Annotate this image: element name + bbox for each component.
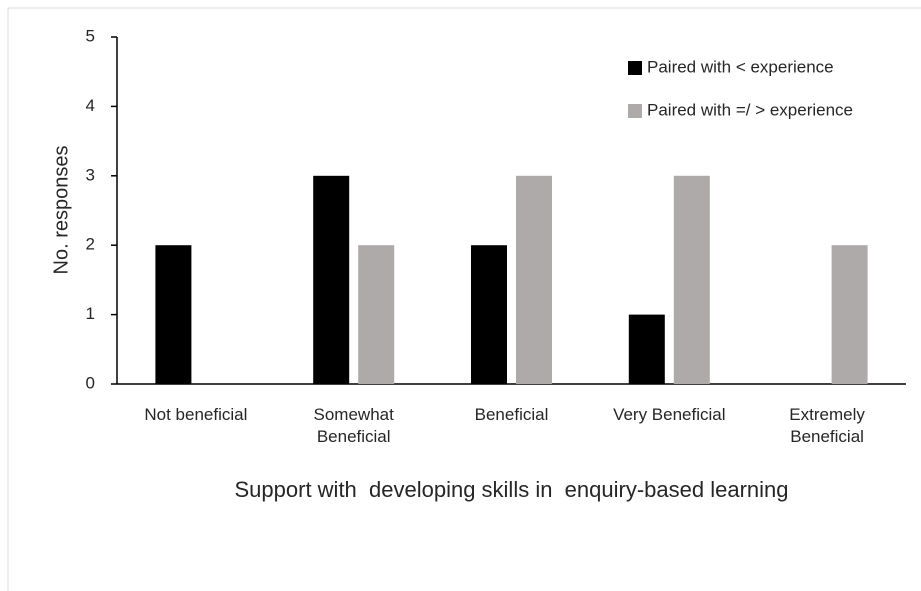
bar: [358, 245, 395, 384]
x-tick-label: Beneficial: [474, 405, 549, 424]
bar: [831, 245, 868, 384]
bar: [471, 245, 507, 384]
y-tick-label: 4: [86, 96, 95, 115]
y-tick-label: 5: [86, 26, 95, 45]
legend-label: Paired with < experience: [647, 57, 834, 76]
x-tick-label: Not beneficial: [144, 405, 248, 424]
bar: [313, 175, 350, 384]
y-tick-label: 0: [86, 373, 95, 392]
legend-swatch: [628, 61, 642, 75]
bar: [673, 175, 710, 384]
y-tick-label: 3: [86, 165, 95, 184]
x-axis-title: Support with developing skills in enquir…: [234, 477, 789, 502]
bar: [628, 314, 665, 384]
x-tick-label: Somewhat Beneficial: [313, 405, 394, 446]
x-tick-label: Very Beneficial: [613, 405, 726, 424]
y-axis-title: No. responses: [50, 146, 72, 275]
x-tick-label: Extremely Beneficial: [789, 405, 865, 446]
y-tick-label: 2: [86, 235, 95, 254]
frame: [7, 7, 921, 591]
legend-swatch: [628, 104, 642, 118]
y-tick-label: 1: [86, 304, 95, 323]
legend-label: Paired with =/ > experience: [647, 100, 853, 119]
bar: [516, 175, 552, 384]
bar: [155, 245, 192, 384]
